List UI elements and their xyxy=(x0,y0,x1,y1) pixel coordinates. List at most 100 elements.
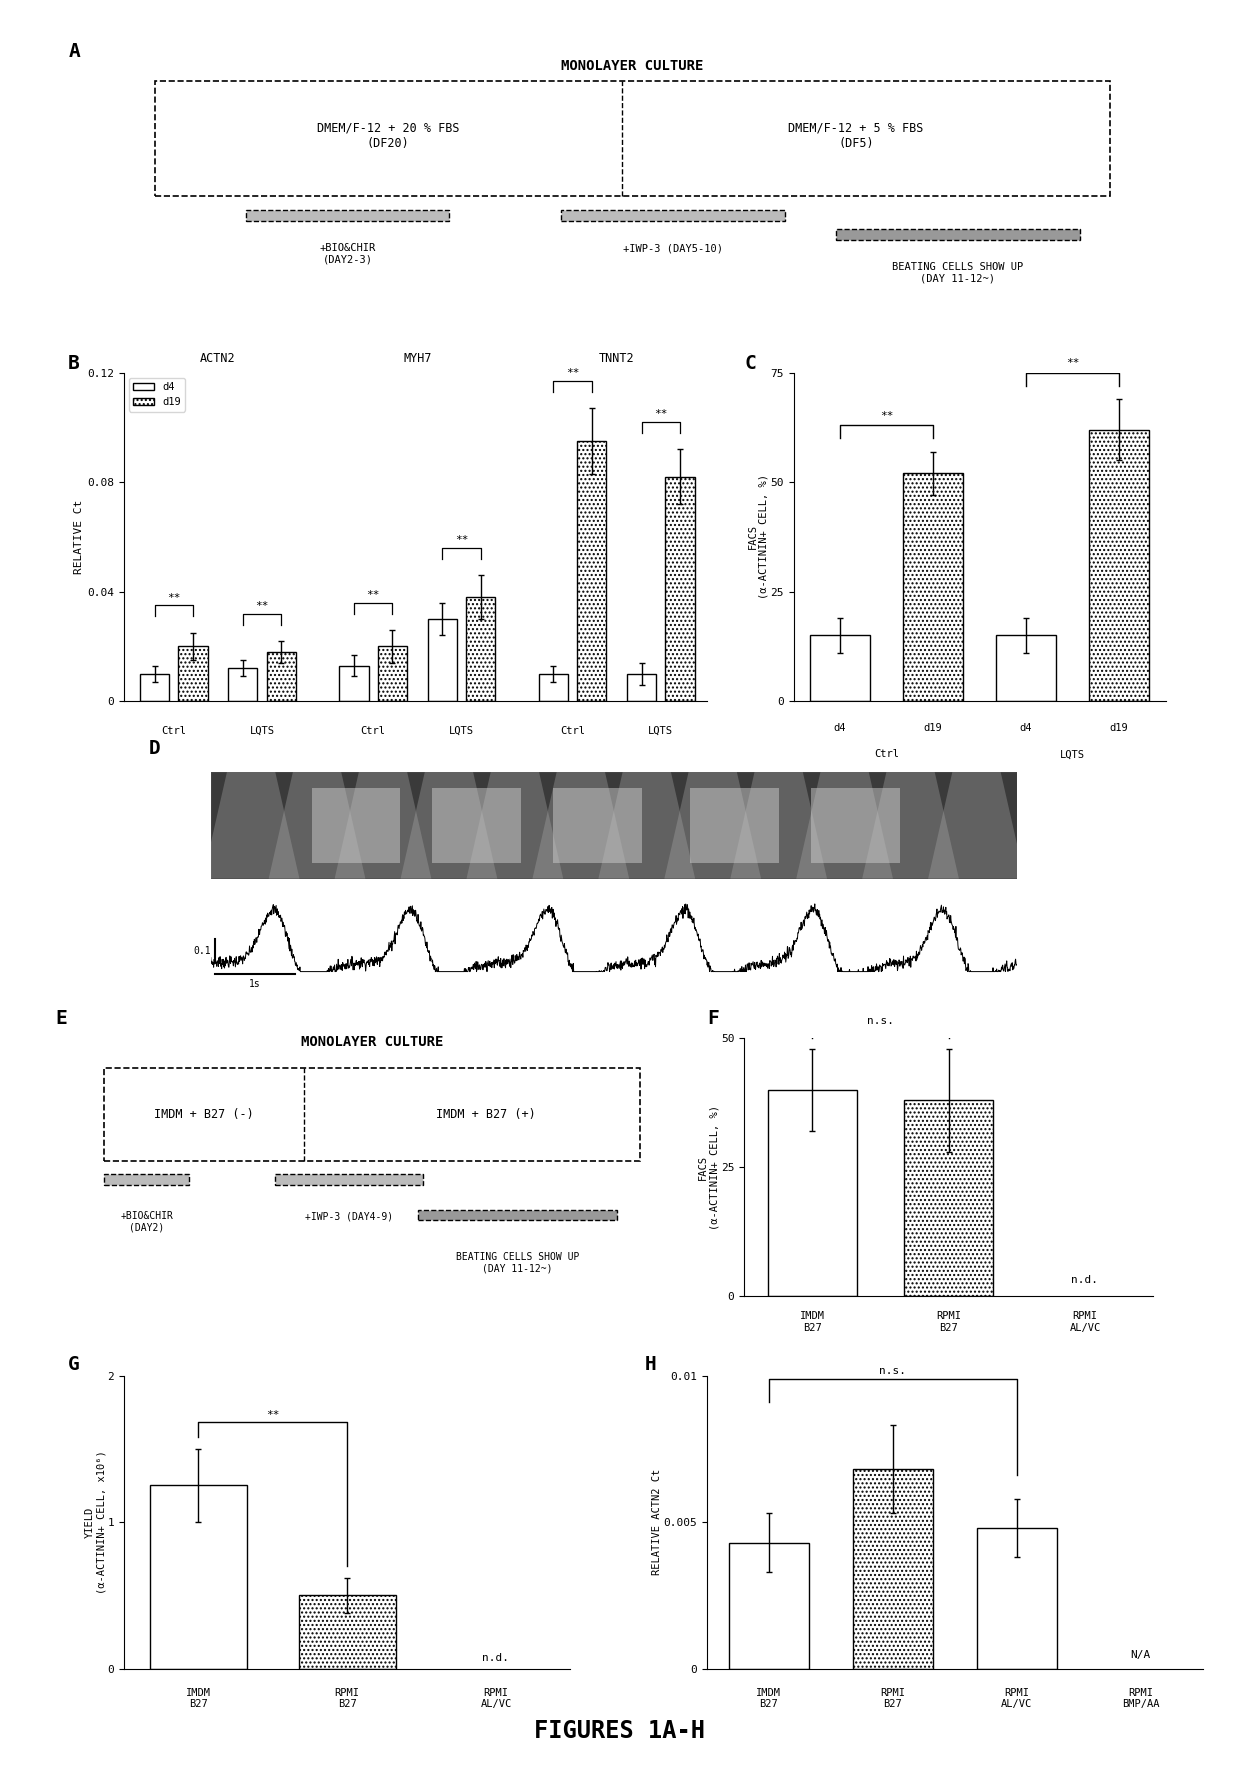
Bar xyxy=(428,619,456,701)
Text: DMEM/F-12 + 5 % FBS
(DF5): DMEM/F-12 + 5 % FBS (DF5) xyxy=(789,122,924,149)
Text: n.d.: n.d. xyxy=(482,1653,510,1663)
Text: d19: d19 xyxy=(924,722,942,733)
Bar xyxy=(768,1090,857,1296)
Polygon shape xyxy=(796,772,893,879)
Text: **: ** xyxy=(167,593,181,602)
Polygon shape xyxy=(532,772,629,879)
Bar xyxy=(340,666,368,701)
Text: **: ** xyxy=(653,410,667,419)
Text: n.s.: n.s. xyxy=(867,1015,894,1026)
Text: Ctrl: Ctrl xyxy=(161,726,186,737)
Bar xyxy=(729,1542,808,1668)
FancyBboxPatch shape xyxy=(562,209,785,222)
Polygon shape xyxy=(335,772,432,879)
Text: ACTN2: ACTN2 xyxy=(200,351,236,364)
FancyBboxPatch shape xyxy=(418,1209,618,1219)
Text: H: H xyxy=(645,1356,656,1374)
Bar xyxy=(577,442,606,701)
Bar xyxy=(627,674,656,701)
Polygon shape xyxy=(862,772,959,879)
Text: d19: d19 xyxy=(1110,722,1128,733)
Bar xyxy=(378,646,407,701)
Text: D: D xyxy=(149,740,160,758)
Bar xyxy=(977,1528,1056,1668)
Text: 1s: 1s xyxy=(249,978,260,989)
Text: BEATING CELLS SHOW UP
(DAY 11-12~): BEATING CELLS SHOW UP (DAY 11-12~) xyxy=(892,263,1023,284)
Text: E: E xyxy=(56,1010,67,1028)
Text: A: A xyxy=(68,43,79,60)
Bar xyxy=(179,646,207,701)
FancyBboxPatch shape xyxy=(433,788,521,863)
Text: MYH7: MYH7 xyxy=(403,351,432,364)
Text: **: ** xyxy=(455,534,469,545)
Text: **: ** xyxy=(880,410,893,421)
Text: B: B xyxy=(68,355,79,373)
Text: TNNT2: TNNT2 xyxy=(599,351,635,364)
Y-axis label: FACS
(α-ACTININ+ CELL, %): FACS (α-ACTININ+ CELL, %) xyxy=(698,1104,719,1230)
Bar xyxy=(267,651,296,701)
Legend: d4, d19: d4, d19 xyxy=(129,378,186,412)
Text: +BIO&CHIR
(DAY2-3): +BIO&CHIR (DAY2-3) xyxy=(320,243,376,264)
Y-axis label: RELATIVE Ct: RELATIVE Ct xyxy=(74,501,84,573)
Y-axis label: FACS
(α-ACTININ+ CELL, %): FACS (α-ACTININ+ CELL, %) xyxy=(748,474,769,600)
Text: N/A: N/A xyxy=(1131,1649,1151,1660)
Text: **: ** xyxy=(255,600,269,611)
Text: RPMI
AL/VC: RPMI AL/VC xyxy=(480,1688,512,1709)
Text: MONOLAYER CULTURE: MONOLAYER CULTURE xyxy=(562,59,703,73)
FancyBboxPatch shape xyxy=(246,209,449,222)
Text: RPMI
B27: RPMI B27 xyxy=(880,1688,905,1709)
Text: n.d.: n.d. xyxy=(1071,1276,1099,1285)
Text: +BIO&CHIR
(DAY2): +BIO&CHIR (DAY2) xyxy=(120,1211,174,1232)
Text: 0.1: 0.1 xyxy=(193,946,211,955)
Text: RPMI
AL/VC: RPMI AL/VC xyxy=(1069,1312,1101,1333)
Text: LQTS: LQTS xyxy=(249,726,274,737)
Text: BEATING CELLS SHOW UP
(DAY 11-12~): BEATING CELLS SHOW UP (DAY 11-12~) xyxy=(456,1251,579,1274)
Bar xyxy=(228,667,258,701)
FancyBboxPatch shape xyxy=(811,788,900,863)
Polygon shape xyxy=(203,772,300,879)
Text: n.s.: n.s. xyxy=(879,1365,906,1376)
FancyBboxPatch shape xyxy=(104,1175,190,1184)
Bar xyxy=(666,477,694,701)
Text: Ctrl: Ctrl xyxy=(560,726,585,737)
Text: IMDM + B27 (+): IMDM + B27 (+) xyxy=(436,1108,536,1122)
Text: IMDM
B27: IMDM B27 xyxy=(186,1688,211,1709)
Text: +IWP-3 (DAY4-9): +IWP-3 (DAY4-9) xyxy=(305,1211,393,1221)
Polygon shape xyxy=(928,772,1025,879)
Polygon shape xyxy=(730,772,827,879)
FancyBboxPatch shape xyxy=(211,772,1017,879)
Text: LQTS: LQTS xyxy=(1060,749,1085,760)
Text: RPMI
AL/VC: RPMI AL/VC xyxy=(1001,1688,1033,1709)
Text: RPMI
BMP/AA: RPMI BMP/AA xyxy=(1122,1688,1159,1709)
Text: IMDM
B27: IMDM B27 xyxy=(800,1312,825,1333)
Text: **: ** xyxy=(1066,359,1079,369)
Text: IMDM + B27 (-): IMDM + B27 (-) xyxy=(154,1108,254,1122)
Bar xyxy=(904,1100,993,1296)
Text: **: ** xyxy=(565,367,579,378)
Text: RPMI
B27: RPMI B27 xyxy=(936,1312,961,1333)
Text: C: C xyxy=(744,355,755,373)
Text: RPMI
B27: RPMI B27 xyxy=(335,1688,360,1709)
Bar xyxy=(810,635,870,701)
Bar xyxy=(150,1486,247,1668)
Y-axis label: YIELD
(α-ACTININ+ CELL, x10⁶): YIELD (α-ACTININ+ CELL, x10⁶) xyxy=(84,1450,107,1594)
Text: Ctrl: Ctrl xyxy=(361,726,386,737)
Bar xyxy=(903,474,963,701)
Polygon shape xyxy=(599,772,696,879)
Text: FIGURES 1A-H: FIGURES 1A-H xyxy=(534,1718,706,1743)
Polygon shape xyxy=(269,772,366,879)
Bar xyxy=(140,674,169,701)
Text: MONOLAYER CULTURE: MONOLAYER CULTURE xyxy=(301,1035,443,1049)
Text: IMDM
B27: IMDM B27 xyxy=(756,1688,781,1709)
FancyBboxPatch shape xyxy=(836,229,1080,240)
Text: Ctrl: Ctrl xyxy=(874,749,899,760)
Text: d4: d4 xyxy=(1019,722,1033,733)
FancyBboxPatch shape xyxy=(275,1175,423,1184)
Text: F: F xyxy=(707,1010,718,1028)
Text: **: ** xyxy=(267,1409,279,1420)
Bar xyxy=(996,635,1056,701)
Polygon shape xyxy=(401,772,497,879)
Y-axis label: RELATIVE ACTN2 Ct: RELATIVE ACTN2 Ct xyxy=(652,1470,662,1574)
FancyBboxPatch shape xyxy=(104,1067,640,1161)
Bar xyxy=(539,674,568,701)
